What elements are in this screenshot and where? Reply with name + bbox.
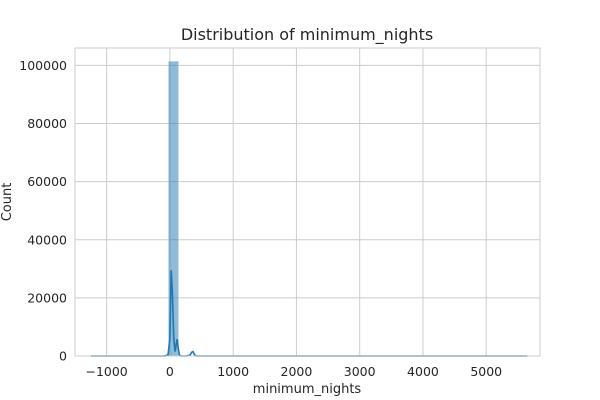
x-tick-label: 2000 (281, 364, 313, 379)
y-tick-label: 40000 (27, 232, 67, 247)
kde-line (90, 270, 528, 357)
y-tick-label: 20000 (27, 290, 67, 305)
x-tick-labels: −1000 0 1000 2000 3000 4000 5000 (85, 364, 502, 379)
x-tick-label: 4000 (407, 364, 439, 379)
grid-layer (75, 48, 540, 357)
plot-frame (74, 47, 541, 357)
y-tick-label: 100000 (19, 58, 67, 73)
y-axis-label: Count (0, 183, 15, 222)
x-tick-label: −1000 (85, 364, 127, 379)
x-tick-label: 1000 (217, 364, 249, 379)
y-tick-label: 0 (59, 349, 67, 364)
y-tick-label: 60000 (27, 174, 67, 189)
chart-title: Distribution of minimum_nights (181, 25, 433, 45)
x-tick-label: 0 (166, 364, 174, 379)
y-tick-labels: 0 20000 40000 60000 80000 100000 (19, 58, 67, 364)
x-axis-label: minimum_nights (253, 382, 362, 397)
y-tick-label: 80000 (27, 116, 67, 131)
x-tick-label: 3000 (344, 364, 376, 379)
x-tick-label: 5000 (470, 364, 502, 379)
kde-layer (90, 270, 528, 357)
